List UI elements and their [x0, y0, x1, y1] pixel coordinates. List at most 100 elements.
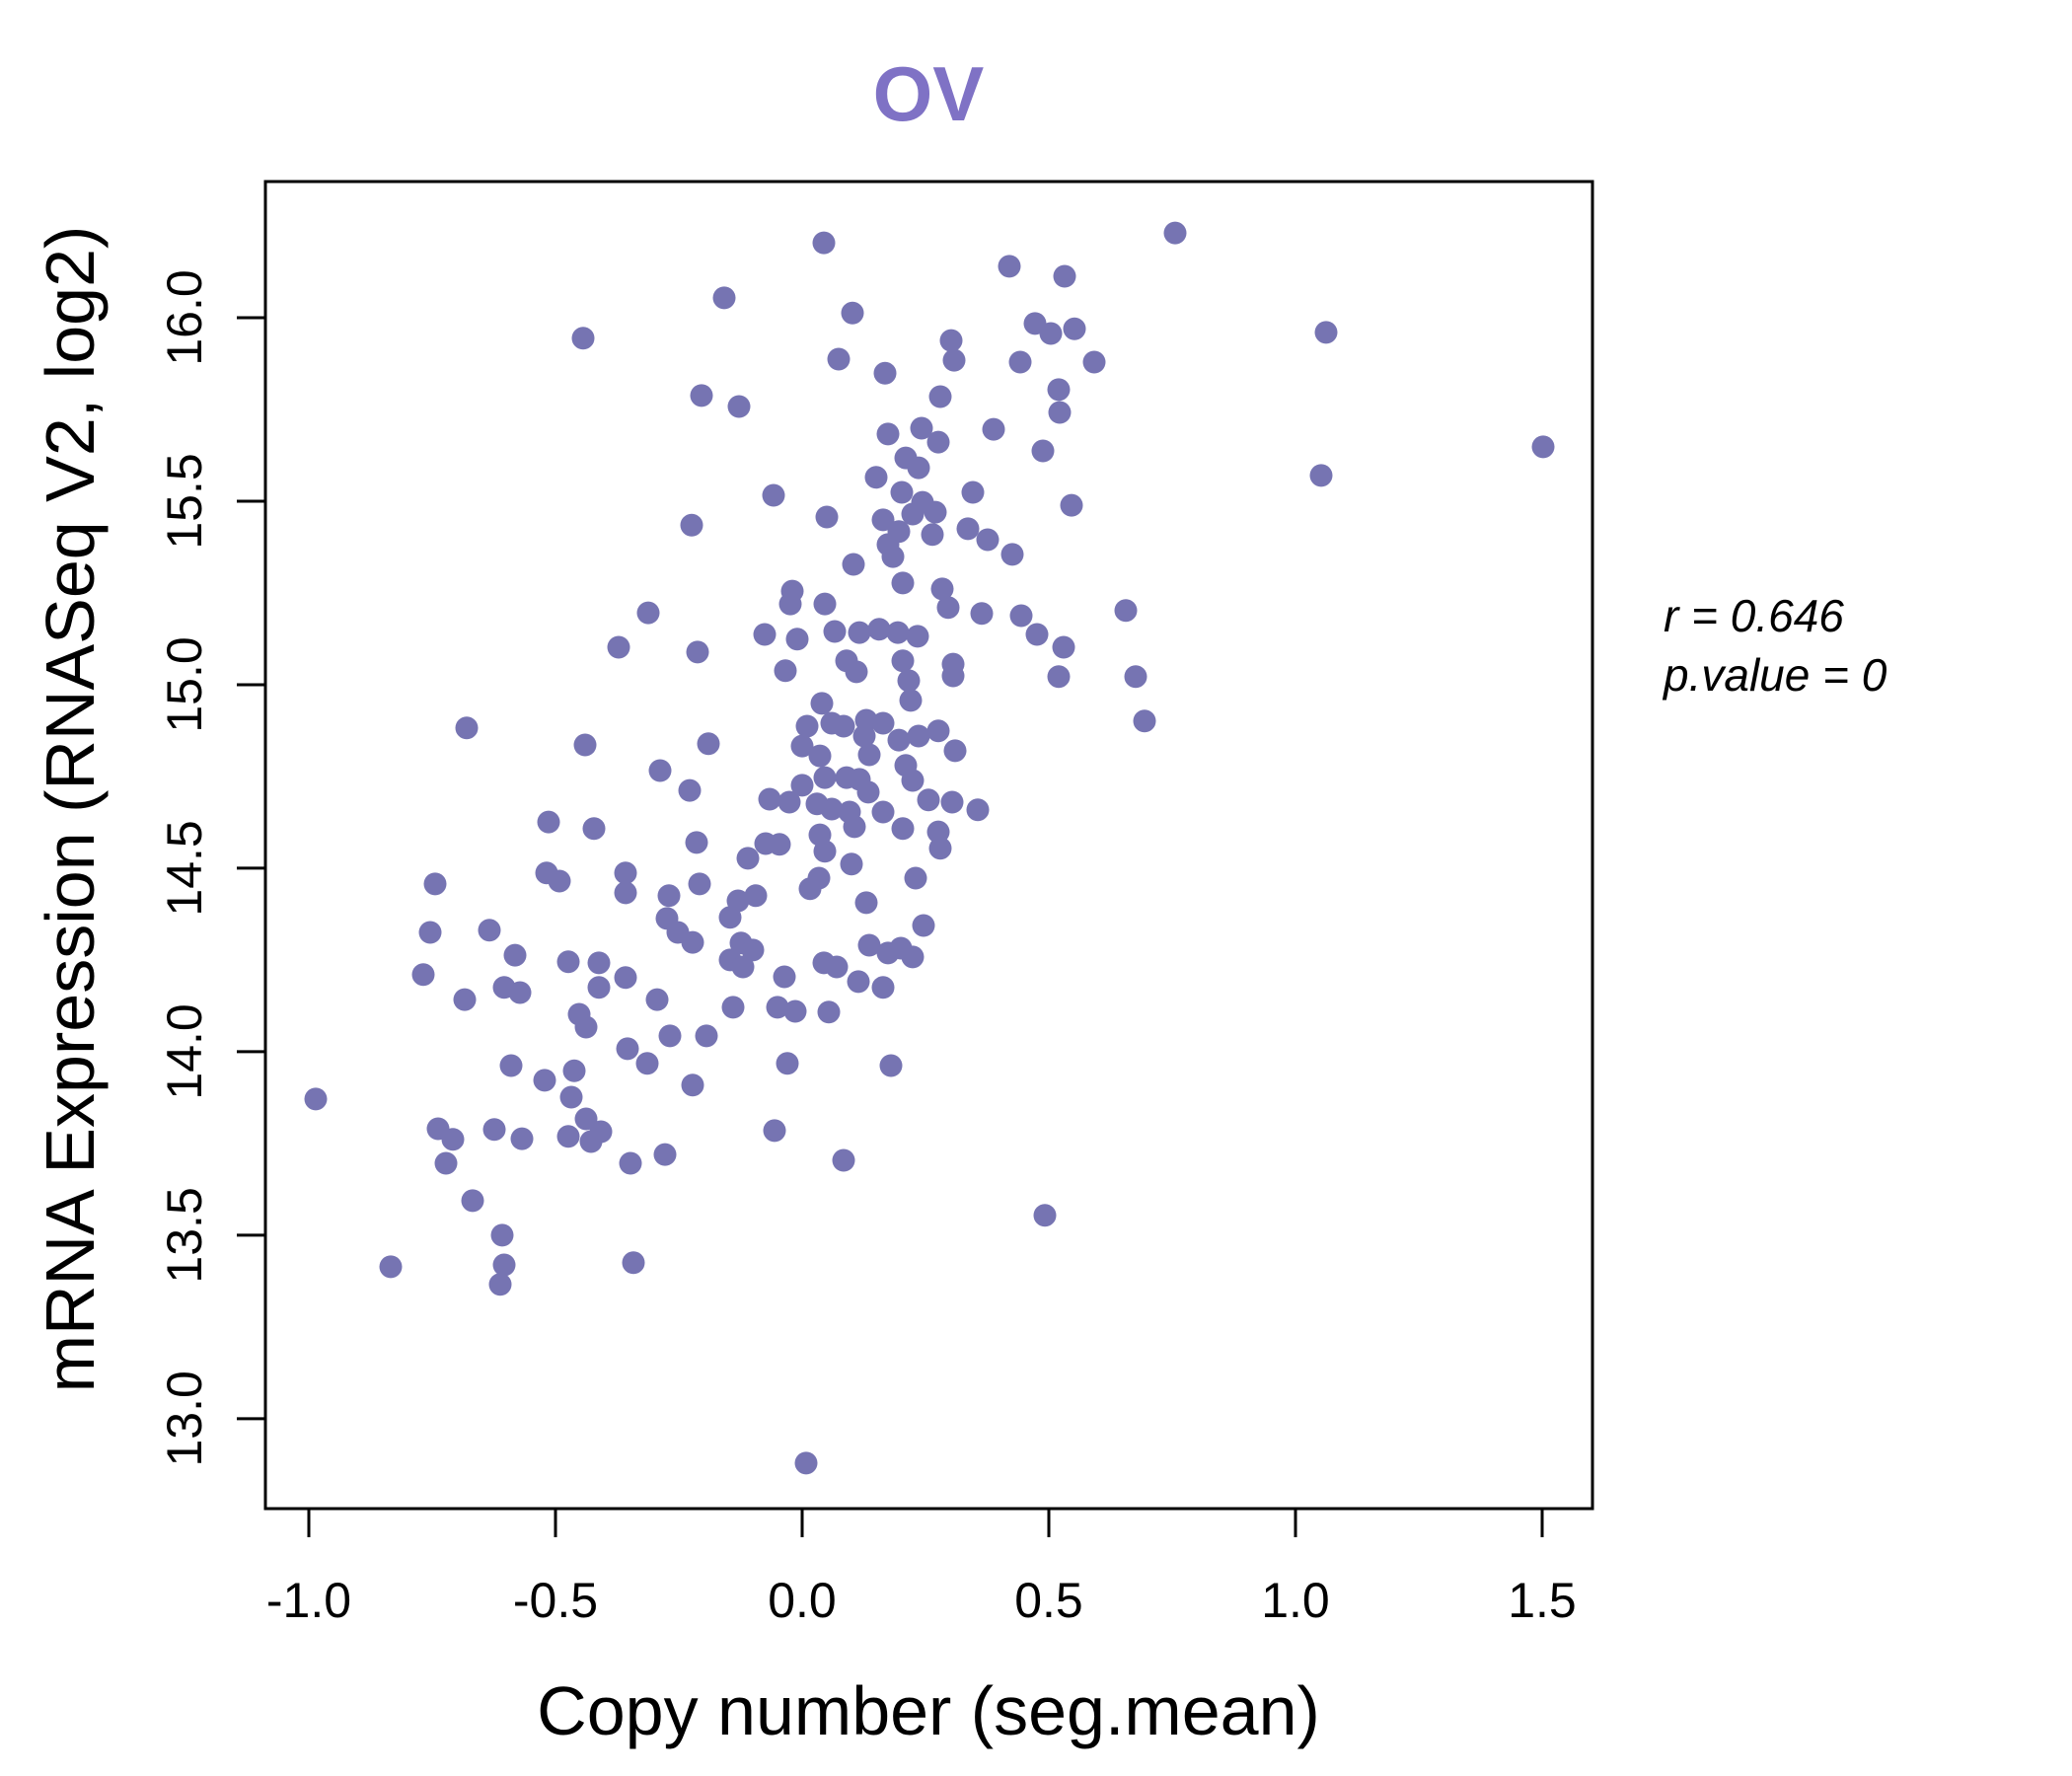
data-point — [876, 422, 900, 446]
x-tick-label: 0.0 — [768, 1573, 837, 1628]
x-tick-label: -0.5 — [513, 1573, 598, 1628]
data-point — [768, 833, 791, 856]
data-point — [736, 847, 760, 870]
data-point — [941, 664, 965, 688]
data-point — [648, 759, 672, 782]
data-point — [840, 852, 863, 876]
data-point — [857, 743, 881, 767]
data-point — [901, 502, 925, 526]
data-point — [688, 872, 711, 896]
data-point — [1531, 435, 1555, 459]
data-point — [418, 921, 442, 944]
data-point — [976, 528, 999, 552]
data-point — [774, 659, 797, 683]
data-point — [763, 1119, 786, 1143]
data-point — [832, 714, 855, 738]
data-point — [873, 361, 897, 385]
data-point — [697, 732, 720, 756]
x-axis-title: Copy number (seg.mean) — [537, 1672, 1320, 1749]
scatter-points — [304, 221, 1555, 1475]
data-point — [1033, 1204, 1057, 1227]
data-point — [970, 602, 994, 626]
data-point — [901, 769, 925, 792]
data-point — [766, 996, 789, 1019]
y-tick-label: 14.0 — [157, 1003, 212, 1099]
data-point — [453, 988, 477, 1011]
data-point — [820, 797, 844, 821]
data-point — [478, 919, 501, 942]
data-point — [879, 1054, 903, 1077]
x-tick-label: -1.0 — [266, 1573, 351, 1628]
x-tick-label: 1.0 — [1261, 1573, 1330, 1628]
y-axis-ticks: 13.0 13.5 14.0 14.5 15.0 15.5 16.0 — [157, 269, 265, 1467]
data-point — [744, 884, 768, 908]
data-point — [891, 571, 915, 595]
data-point — [537, 810, 560, 834]
data-point — [614, 881, 637, 905]
data-point — [848, 621, 871, 644]
correlation-r-annotation: r = 0.646 — [1664, 590, 1844, 641]
data-point — [727, 395, 751, 418]
data-point — [940, 790, 964, 814]
data-point — [441, 1128, 465, 1151]
data-point — [614, 966, 637, 990]
plot-border-box — [263, 180, 1594, 1511]
data-point — [813, 592, 837, 616]
data-point — [379, 1255, 403, 1279]
data-point — [556, 1125, 580, 1148]
data-point — [907, 456, 930, 480]
data-point — [1133, 709, 1156, 733]
data-point — [574, 1107, 598, 1131]
data-point — [807, 866, 831, 890]
data-point — [587, 976, 611, 999]
y-tick-label: 16.0 — [157, 269, 212, 365]
data-point — [956, 517, 980, 541]
data-point — [982, 417, 1005, 441]
data-point — [482, 1118, 506, 1142]
data-point — [776, 1052, 799, 1075]
data-point — [636, 601, 660, 625]
data-point — [461, 1189, 484, 1213]
data-point — [492, 1253, 516, 1277]
data-point — [966, 798, 990, 822]
data-point — [901, 945, 925, 969]
data-point — [852, 724, 876, 748]
data-point — [864, 466, 888, 489]
y-tick-label: 15.5 — [157, 453, 212, 549]
data-point — [917, 788, 940, 812]
data-point — [928, 385, 952, 408]
data-point — [658, 1024, 682, 1048]
data-point — [573, 733, 597, 757]
data-point — [856, 780, 880, 804]
data-point — [681, 1073, 704, 1097]
data-point — [571, 327, 595, 350]
data-point — [622, 1251, 645, 1275]
data-point — [1000, 543, 1024, 566]
data-point — [695, 1024, 718, 1048]
data-point — [1163, 221, 1187, 245]
data-point — [906, 625, 929, 648]
data-point — [1052, 635, 1075, 659]
data-point — [832, 1148, 855, 1172]
data-point — [1039, 322, 1063, 345]
data-point — [589, 1120, 613, 1144]
chart-title: OV — [873, 50, 985, 137]
correlation-pvalue-annotation: p.value = 0 — [1662, 649, 1887, 701]
data-point — [614, 861, 637, 885]
data-point — [635, 1052, 659, 1075]
data-point — [827, 347, 851, 371]
data-point — [790, 734, 814, 758]
data-point — [773, 965, 796, 989]
data-point — [921, 523, 944, 547]
data-point — [1047, 378, 1071, 402]
data-point — [1124, 665, 1147, 689]
data-point — [607, 635, 630, 659]
data-point — [924, 500, 947, 524]
data-point — [1048, 401, 1072, 424]
data-point — [794, 1451, 818, 1475]
data-point — [881, 545, 905, 568]
data-point — [1009, 604, 1033, 628]
data-point — [712, 286, 736, 310]
y-tick-label: 15.0 — [157, 636, 212, 732]
